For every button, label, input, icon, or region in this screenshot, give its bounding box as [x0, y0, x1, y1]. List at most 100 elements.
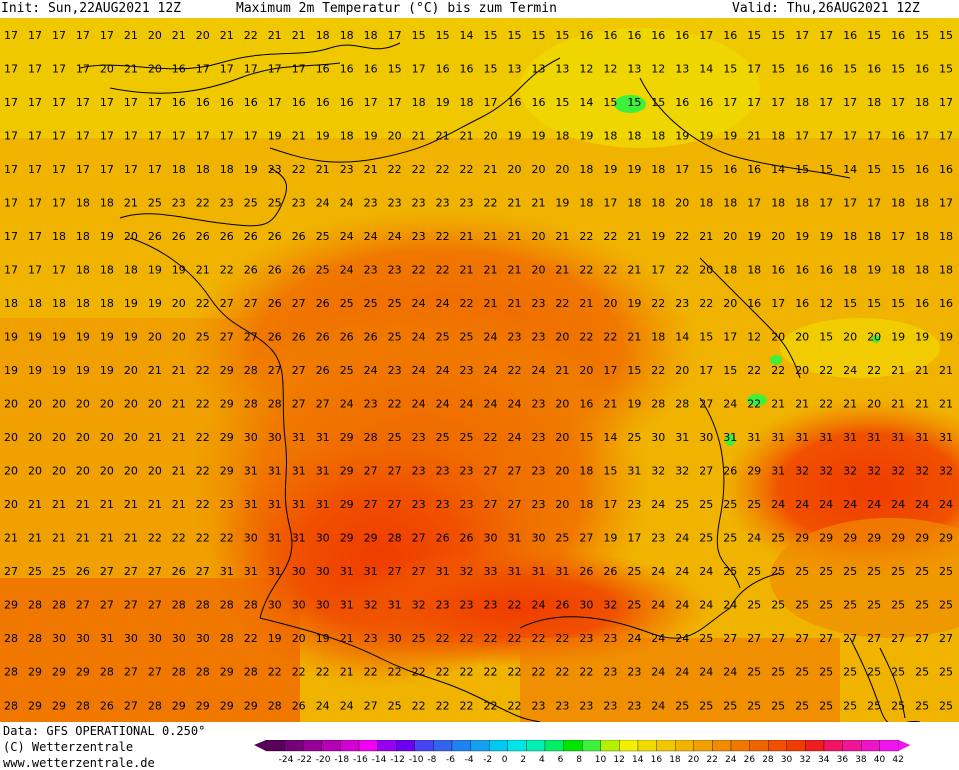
grid-value: 16 — [891, 129, 905, 142]
grid-value: 19 — [124, 297, 138, 310]
grid-value: 31 — [244, 465, 258, 478]
data-source: Data: GFS OPERATIONAL 0.250° — [3, 724, 206, 738]
grid-value: 32 — [915, 465, 929, 478]
grid-value: 23 — [364, 264, 378, 277]
grid-value: 27 — [4, 565, 18, 578]
grid-value: 31 — [316, 465, 330, 478]
grid-value: 19 — [939, 331, 953, 344]
grid-value: 19 — [795, 230, 809, 243]
grid-value: 23 — [555, 699, 569, 712]
grid-value: 17 — [891, 230, 905, 243]
grid-value: 28 — [268, 699, 282, 712]
grid-value: 22 — [508, 364, 522, 377]
grid-value: 27 — [819, 632, 833, 645]
grid-value: 30 — [292, 565, 306, 578]
grid-value: 17 — [220, 129, 234, 142]
legend-swatch — [842, 740, 862, 752]
grid-value: 27 — [723, 632, 737, 645]
grid-value: 15 — [388, 62, 402, 75]
legend-tick: 42 — [892, 755, 903, 765]
grid-value: 28 — [244, 398, 258, 411]
grid-value: 20 — [388, 129, 402, 142]
grid-value: 29 — [915, 532, 929, 545]
grid-value: 16 — [747, 163, 761, 176]
grid-value: 26 — [244, 230, 258, 243]
grid-value: 18 — [867, 96, 881, 109]
legend-swatch — [414, 740, 434, 752]
legend-tick: 6 — [558, 755, 564, 765]
grid-value: 30 — [172, 632, 186, 645]
init-time-label: Init: Sun,22AUG2021 12Z — [1, 1, 182, 16]
grid-value: 23 — [460, 196, 474, 209]
grid-value: 22 — [460, 632, 474, 645]
grid-value: 31 — [532, 565, 546, 578]
grid-value: 17 — [4, 96, 18, 109]
grid-value: 17 — [124, 129, 138, 142]
grid-value: 18 — [915, 96, 929, 109]
grid-value: 27 — [364, 465, 378, 478]
grid-value: 17 — [52, 196, 66, 209]
grid-value: 22 — [651, 364, 665, 377]
grid-value: 25 — [627, 565, 641, 578]
grid-value: 20 — [100, 62, 114, 75]
grid-value: 19 — [52, 364, 66, 377]
grid-value: 21 — [412, 129, 426, 142]
grid-value: 31 — [268, 532, 282, 545]
grid-value: 29 — [196, 699, 210, 712]
grid-value: 17 — [76, 96, 90, 109]
grid-value: 22 — [484, 666, 498, 679]
grid-value: 19 — [124, 331, 138, 344]
grid-value: 25 — [436, 331, 450, 344]
grid-value: 23 — [484, 599, 498, 612]
grid-value: 17 — [28, 196, 42, 209]
grid-value: 18 — [196, 163, 210, 176]
grid-value: 19 — [436, 96, 450, 109]
grid-value: 24 — [340, 230, 354, 243]
grid-value: 28 — [52, 599, 66, 612]
grid-value: 15 — [819, 163, 833, 176]
grid-value: 31 — [316, 431, 330, 444]
grid-value: 22 — [579, 230, 593, 243]
grid-value: 17 — [771, 297, 785, 310]
grid-value: 20 — [172, 297, 186, 310]
grid-value: 16 — [867, 62, 881, 75]
grid-value: 15 — [747, 29, 761, 42]
grid-value: 22 — [412, 699, 426, 712]
grid-value: 19 — [268, 632, 282, 645]
grid-value: 17 — [819, 96, 833, 109]
grid-value: 24 — [532, 599, 546, 612]
grid-value: 25 — [388, 699, 402, 712]
grid-value: 23 — [532, 498, 546, 511]
grid-value: 22 — [532, 666, 546, 679]
grid-value: 29 — [364, 532, 378, 545]
grid-value: 22 — [196, 398, 210, 411]
grid-value: 24 — [340, 196, 354, 209]
grid-value: 18 — [651, 163, 665, 176]
grid-value: 27 — [148, 599, 162, 612]
grid-value: 16 — [244, 96, 258, 109]
grid-value: 12 — [579, 62, 593, 75]
grid-value: 20 — [532, 163, 546, 176]
grid-value: 26 — [100, 699, 114, 712]
grid-value: 22 — [651, 297, 665, 310]
grid-value: 26 — [220, 230, 234, 243]
grid-value: 16 — [579, 29, 593, 42]
grid-value: 23 — [579, 699, 593, 712]
grid-value: 22 — [555, 666, 569, 679]
grid-value: 24 — [412, 331, 426, 344]
grid-value: 18 — [124, 264, 138, 277]
grid-value: 23 — [412, 230, 426, 243]
grid-value: 27 — [292, 364, 306, 377]
grid-value: 24 — [843, 498, 857, 511]
legend-tick: -18 — [334, 755, 349, 765]
grid-value: 29 — [220, 666, 234, 679]
grid-value: 28 — [76, 699, 90, 712]
grid-value: 20 — [124, 431, 138, 444]
grid-value: 19 — [699, 129, 713, 142]
grid-value: 18 — [843, 264, 857, 277]
grid-value: 16 — [340, 96, 354, 109]
grid-value: 20 — [196, 29, 210, 42]
valid-time-label: Valid: Thu,26AUG2021 12Z — [732, 1, 920, 16]
legend-swatch — [396, 740, 415, 752]
grid-value: 20 — [292, 632, 306, 645]
